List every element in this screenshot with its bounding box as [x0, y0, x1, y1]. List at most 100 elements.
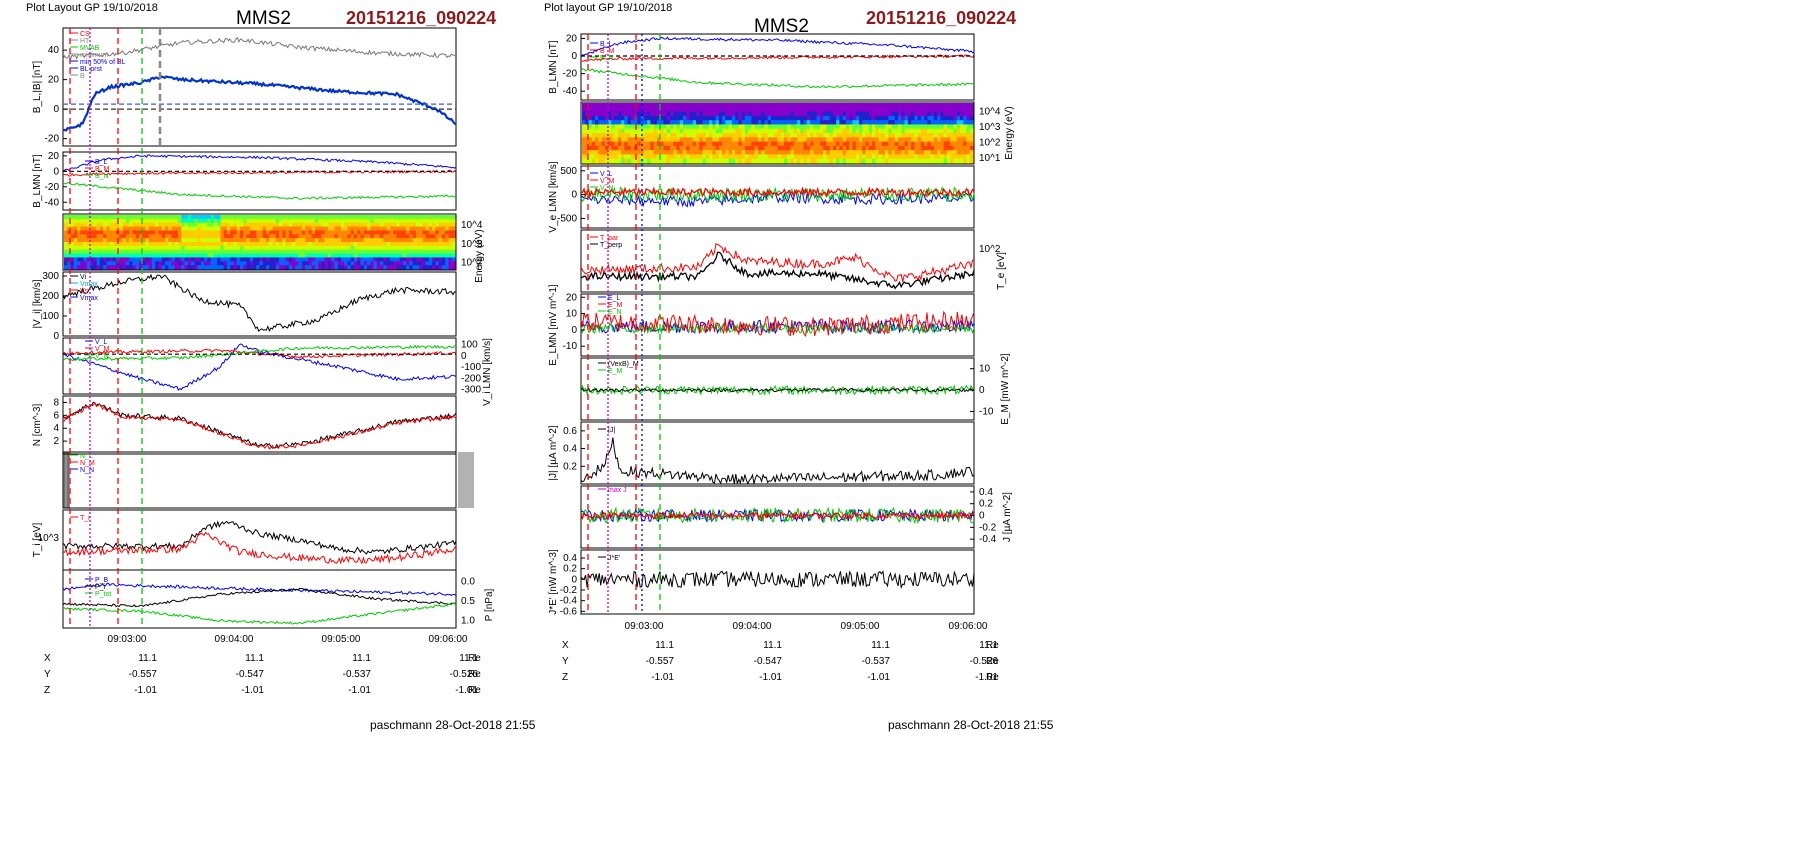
right-coord-unit: Re [986, 640, 999, 651]
left-ne-line [62, 401, 457, 450]
right-p7-ylabel: |J| [µA m^-2] [548, 425, 559, 480]
left-time-tick: 09:03:00 [108, 634, 147, 645]
right-spec-tick: 10^2 [979, 137, 1001, 148]
left-p6-tick: 8 [53, 397, 59, 408]
right-b-m [580, 54, 975, 63]
right-p8-tick: 0 [979, 511, 985, 522]
right-p3-ylabel: V_e LMN [km/s] [548, 161, 559, 232]
right-p7-legend-entry: |J| [608, 427, 615, 434]
left-p2-ylabel: B_LMN [nT] [32, 154, 43, 208]
left-p5-legend-entry: V_M [95, 346, 110, 353]
left-time-tick: 09:04:00 [215, 634, 254, 645]
right-ve-m [581, 186, 975, 199]
left-p4-tick: 200 [42, 291, 59, 302]
left-p5-tick: -100 [461, 362, 481, 373]
right-coord-value: 11.1 [763, 640, 782, 651]
right-coord-value: -0.537 [862, 656, 891, 667]
left-b-n [62, 182, 457, 200]
right-coord-value: 11.1 [979, 640, 998, 651]
left-p-i [62, 587, 457, 608]
right-p6-legend-entry: E_M [608, 368, 623, 375]
left-panel-6 [62, 395, 457, 455]
left-p2-legend-entry: B_L [95, 159, 108, 166]
left-coord-value: -1.01 [455, 685, 478, 696]
right-te-perp [580, 251, 975, 290]
right-spec-tick: 10^3 [979, 122, 1001, 133]
left-p8-legend-entry: T_i [80, 515, 90, 522]
right-p9-tick: 0.4 [563, 553, 577, 564]
left-panel-2 [62, 151, 457, 211]
right-p9-tick: 0.2 [563, 564, 577, 575]
left-p5-legend-entry: V_L [95, 339, 108, 346]
left-p4-tick: 100 [42, 311, 59, 322]
left-p1-legend-entry: minimum [80, 52, 109, 59]
right-p1-tick: -20 [563, 69, 578, 80]
left-p1-legend-entry: CS [80, 31, 90, 38]
right-b-l [580, 36, 975, 58]
right-p1-ylabel: B_LMN [nT] [548, 40, 559, 94]
right-p5-tick: -10 [563, 341, 578, 352]
right-p8-legend-entry: max J [608, 487, 627, 494]
left-coord-name: X [44, 653, 51, 664]
left-p1-ylabel: B_L,|B| [nT] [32, 61, 43, 114]
left-time-tick: 09:06:00 [429, 634, 468, 645]
left-title: MMS2 [236, 8, 291, 29]
left-spec-tick: 10^2 [461, 258, 483, 269]
right-p5-tick: 10 [566, 309, 578, 320]
left-coord-value: -0.537 [343, 669, 372, 680]
left-p9-tick: 1.0 [461, 615, 475, 626]
left-p7-legend-entry: N_L [80, 453, 93, 460]
right-p5-tick: 0 [571, 325, 577, 336]
left-p5-tick: -200 [461, 373, 481, 384]
right-p7-tick: 0.2 [563, 461, 577, 472]
left-time-tick: 09:05:00 [322, 634, 361, 645]
left-p5-tick: 0 [461, 351, 467, 362]
right-p3-legend-entry: V_L [600, 171, 613, 178]
left-p1-legend-entry: BL prst [80, 66, 102, 73]
right-p1-legend-entry: B_N [600, 55, 614, 62]
right-panel-4 [580, 229, 975, 293]
right-em-line [580, 384, 975, 397]
right-panel-7 [580, 421, 975, 485]
right-panel-9 [580, 549, 975, 615]
left-ti-perp [62, 531, 457, 565]
right-p9-tick: 0 [571, 574, 577, 585]
right-p9-tick: -0.4 [560, 596, 578, 607]
right-p6-ylabel: E_M [mW m^-2] [1000, 353, 1011, 425]
left-p2-legend-entry: B_N [95, 173, 109, 180]
right-p3-legend-entry: V_M [600, 178, 615, 185]
left-p2-tick: -40 [45, 197, 60, 208]
right-p7-tick: 0.6 [563, 426, 577, 437]
right-time-tick: 09:04:00 [733, 621, 772, 632]
left-coord-value: -0.557 [129, 669, 158, 680]
left-coord-value: 11.1 [245, 653, 264, 664]
left-vi-l [62, 343, 457, 391]
right-time-tick: 09:06:00 [949, 621, 988, 632]
left-coord-value: 11.1 [138, 653, 157, 664]
right-p4-legend-entry: T_par [600, 235, 619, 242]
left-p1-tick: -20 [45, 134, 60, 145]
right-p5-legend-entry: E_M [608, 302, 623, 309]
left-coord-value: -1.01 [241, 685, 264, 696]
right-coord-name: Y [562, 656, 569, 667]
right-p5-tick: 20 [566, 292, 578, 303]
left-footer: paschmann 28-Oct-2018 21:55 [370, 718, 536, 732]
right-p8-tick: 0.2 [979, 499, 993, 510]
right-p5-ylabel: E_LMN [mV m^-1] [548, 284, 559, 366]
right-title: MMS2 [754, 16, 809, 37]
right-ve-n [580, 185, 975, 203]
right-time-tick: 09:05:00 [841, 621, 880, 632]
left-p9-ylabel: P [nPa] [484, 588, 495, 621]
left-p2-legend-entry: B_M [95, 166, 110, 173]
right-coord-value: 11.1 [871, 640, 890, 651]
left-panel-5 [62, 337, 457, 395]
left-p1-tick: 20 [48, 75, 60, 86]
left-coord-value: 11.1 [459, 653, 478, 664]
left-p5-legend-entry: V_N [95, 353, 109, 360]
left-p9-legend-entry: P_i [95, 584, 106, 591]
left-p7-legend-entry: N_M [80, 460, 95, 467]
left-vi-line [62, 273, 457, 333]
left-coord-value: -0.526 [450, 669, 479, 680]
right-p5-legend-entry: E_L [608, 295, 621, 302]
right-panel-2 [580, 101, 975, 165]
